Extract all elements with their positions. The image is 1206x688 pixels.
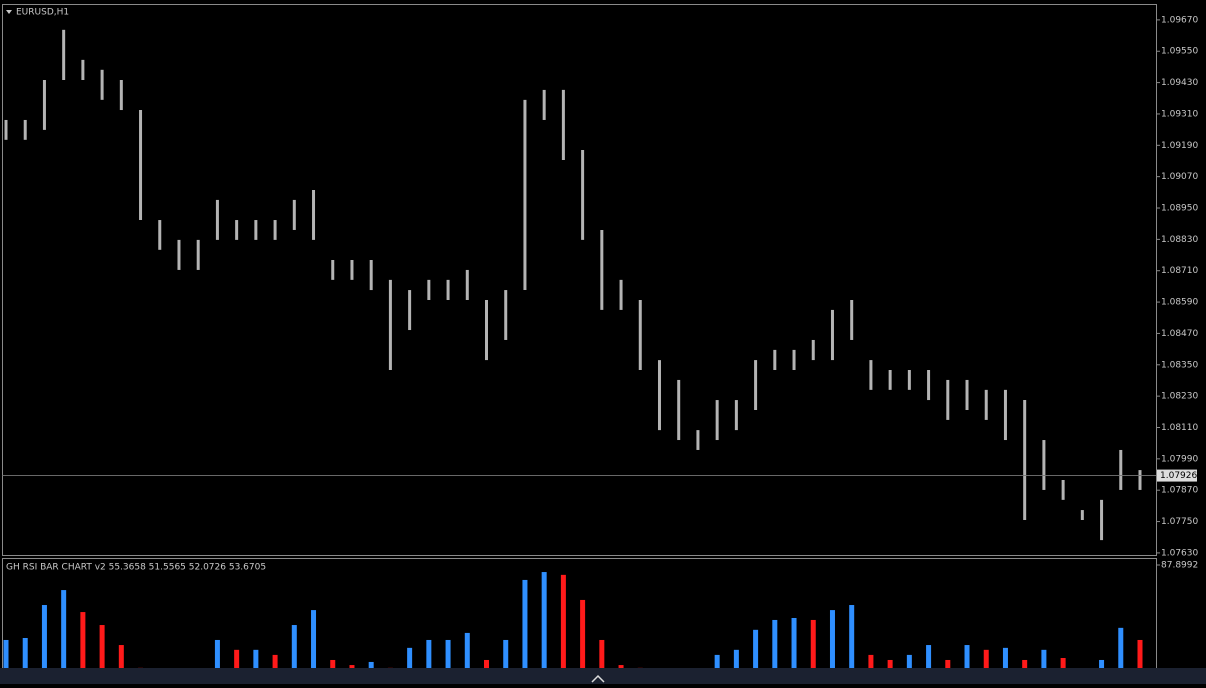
rsi-bar [733, 649, 739, 684]
rsi-bar [99, 625, 105, 684]
y-tick-label: 1.07750 [1161, 517, 1198, 527]
rsi-bar [22, 637, 28, 684]
rsi-bar [983, 649, 989, 684]
y-tick-label: 1.08110 [1161, 423, 1198, 433]
rsi-bar [964, 645, 970, 684]
y-tick-label: 1.09550 [1161, 47, 1198, 57]
rsi-bar [522, 579, 528, 684]
y-tick-label: 1.07990 [1161, 454, 1198, 464]
rsi-bar [541, 572, 547, 684]
rsi-bar [1041, 649, 1047, 684]
price-panel-frame [2, 4, 1157, 556]
y-tick-label: 1.09670 [1161, 15, 1198, 25]
y-tick-label: 1.08950 [1161, 204, 1198, 214]
y-tick-label: 1.09070 [1161, 172, 1198, 182]
y-tick-label: 1.07870 [1161, 486, 1198, 496]
y-tick-label: 1.08830 [1161, 235, 1198, 245]
rsi-bar [214, 639, 220, 684]
current-price-box [1157, 469, 1197, 482]
rsi-bar [829, 610, 835, 684]
rsi-bar [810, 619, 816, 684]
rsi-bar [1002, 647, 1008, 684]
rsi-bar [426, 639, 432, 684]
rsi-bar [580, 599, 586, 684]
rsi-bar [41, 605, 47, 684]
rsi-bar [445, 639, 451, 684]
current-price-label: 1.07926 [1160, 471, 1197, 481]
rsi-bar [3, 639, 9, 684]
y-tick-label: 1.08350 [1161, 360, 1198, 370]
rsi-bar [926, 645, 932, 684]
menu-arrow[interactable] [6, 10, 12, 14]
y-tick-label: 1.08710 [1161, 266, 1198, 276]
rsi-bar [503, 639, 509, 684]
rsi-bar [311, 610, 317, 684]
rsi-bar [753, 629, 759, 684]
indicator-label: GH RSI BAR CHART v2 55.3658 51.5565 52.0… [6, 563, 266, 573]
rsi-bar [464, 632, 470, 684]
symbol-label: EURUSD,H1 [16, 8, 69, 18]
rsi-bar [80, 612, 86, 684]
taskbar-chevron[interactable] [591, 674, 605, 683]
rsi-bar [253, 649, 259, 684]
rsi-bar [1118, 627, 1124, 684]
rsi-bar [291, 625, 297, 684]
y-tick-label: 1.09310 [1161, 109, 1198, 119]
rsi-bar [1137, 639, 1143, 684]
indicator-panel-frame [2, 558, 1157, 688]
y-tick-label: 1.09430 [1161, 78, 1198, 88]
rsi-bar [61, 590, 67, 684]
rsi-bar [599, 639, 605, 684]
y-tick-label: 1.08470 [1161, 329, 1198, 339]
rsi-bar [849, 605, 855, 684]
rsi-bar [772, 619, 778, 684]
y-tick-label: 1.08590 [1161, 298, 1198, 308]
rsi-bar [234, 649, 240, 684]
y-tick-label: 1.07630 [1161, 548, 1198, 558]
y-tick-label: 87.8992 [1161, 561, 1198, 571]
y-tick-label: 1.08230 [1161, 392, 1198, 402]
taskbar [0, 668, 1206, 684]
rsi-bar [791, 617, 797, 684]
rsi-bar [407, 647, 413, 684]
rsi-bar [560, 574, 566, 684]
rsi-bar [118, 645, 124, 684]
y-tick-label: 1.09190 [1161, 141, 1198, 151]
